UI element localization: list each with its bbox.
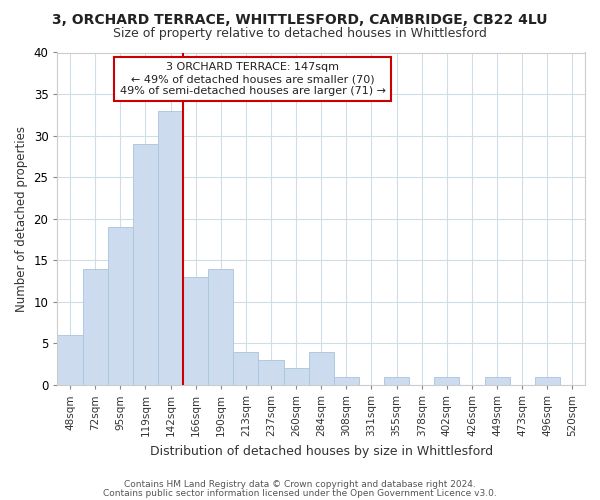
Bar: [384, 376, 409, 385]
Bar: [108, 227, 133, 385]
X-axis label: Distribution of detached houses by size in Whittlesford: Distribution of detached houses by size …: [149, 444, 493, 458]
Text: Size of property relative to detached houses in Whittlesford: Size of property relative to detached ho…: [113, 28, 487, 40]
Bar: [233, 352, 259, 385]
Bar: [284, 368, 308, 385]
Bar: [58, 335, 83, 385]
Text: 3 ORCHARD TERRACE: 147sqm
← 49% of detached houses are smaller (70)
49% of semi-: 3 ORCHARD TERRACE: 147sqm ← 49% of detac…: [119, 62, 386, 96]
Bar: [183, 277, 208, 385]
Bar: [308, 352, 334, 385]
Text: 3, ORCHARD TERRACE, WHITTLESFORD, CAMBRIDGE, CB22 4LU: 3, ORCHARD TERRACE, WHITTLESFORD, CAMBRI…: [52, 12, 548, 26]
Bar: [133, 144, 158, 385]
Text: Contains HM Land Registry data © Crown copyright and database right 2024.: Contains HM Land Registry data © Crown c…: [124, 480, 476, 489]
Bar: [334, 376, 359, 385]
Bar: [259, 360, 284, 385]
Bar: [208, 268, 233, 385]
Bar: [158, 110, 183, 385]
Bar: [485, 376, 509, 385]
Bar: [535, 376, 560, 385]
Y-axis label: Number of detached properties: Number of detached properties: [15, 126, 28, 312]
Bar: [83, 268, 108, 385]
Text: Contains public sector information licensed under the Open Government Licence v3: Contains public sector information licen…: [103, 488, 497, 498]
Bar: [434, 376, 460, 385]
